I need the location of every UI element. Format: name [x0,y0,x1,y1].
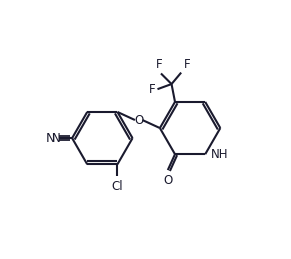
Text: N: N [52,132,61,145]
Text: O: O [134,113,143,126]
Text: O: O [163,174,173,186]
Text: N: N [45,132,55,145]
Text: F: F [156,58,163,71]
Text: F: F [148,83,155,96]
Text: F: F [183,58,190,71]
Text: Cl: Cl [112,180,123,193]
Text: NH: NH [210,148,228,161]
